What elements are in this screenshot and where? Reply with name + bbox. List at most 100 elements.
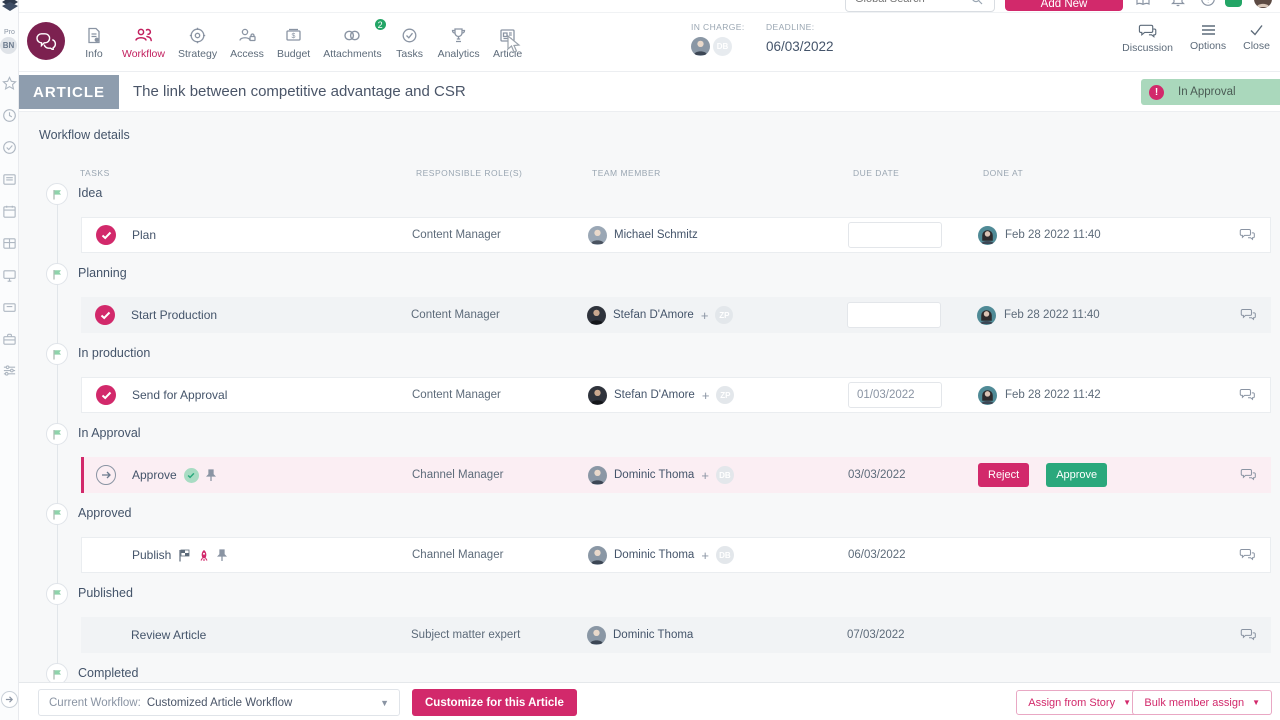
task-comments-icon[interactable] [1240, 468, 1257, 482]
add-member-icon[interactable]: + [701, 547, 709, 563]
clock-icon[interactable] [2, 108, 17, 123]
extra-member-badge[interactable]: DB [715, 546, 734, 564]
target-icon [189, 26, 206, 45]
reject-button[interactable]: Reject [978, 463, 1030, 487]
tab-article[interactable]: Article [491, 24, 525, 62]
due-date-value[interactable]: 06/03/2022 [848, 549, 906, 561]
task-comments-icon[interactable] [1239, 228, 1256, 242]
article-title-bar: ARTICLE The link between competitive adv… [19, 72, 1280, 112]
deadline-block: DEADLINE: 06/03/2022 [766, 22, 834, 54]
task-row[interactable]: Send for Approval Content Manager Stefan… [81, 377, 1271, 413]
member-name[interactable]: Michael Schmitz [614, 229, 698, 241]
briefcase-icon[interactable] [2, 332, 17, 347]
header-actions: Discussion Options Close [1122, 23, 1270, 54]
help-icon[interactable] [1200, 0, 1216, 7]
task-row-current[interactable]: Approve Channel Manager Dominic Thoma + … [81, 457, 1271, 493]
tab-analytics[interactable]: Analytics [436, 24, 482, 62]
in-charge-avatar[interactable] [691, 37, 710, 56]
member-name[interactable]: Dominic Thoma [613, 629, 694, 641]
col-done-at: DONE AT [983, 168, 1024, 178]
member-avatar[interactable] [588, 385, 607, 405]
task-row[interactable]: Plan Content Manager Michael Schmitz Feb… [81, 217, 1271, 253]
extra-member-badge[interactable]: DB [715, 466, 734, 484]
member-avatar[interactable] [588, 225, 607, 245]
support-chat-icon[interactable] [1225, 0, 1242, 7]
current-workflow-select[interactable]: Current Workflow: Customized Article Wor… [38, 689, 400, 716]
member-name[interactable]: Dominic Thoma [614, 549, 695, 561]
extra-member-badge[interactable]: ZP [715, 306, 734, 324]
task-row[interactable]: Publish Channel Manager Dominic Thoma + … [81, 537, 1271, 573]
close-button[interactable]: Close [1243, 23, 1270, 54]
tab-access[interactable]: Access [228, 24, 266, 62]
grid-icon[interactable] [2, 236, 17, 251]
newspaper-icon [499, 26, 516, 45]
user-avatar[interactable] [1254, 0, 1272, 8]
extra-member-badge[interactable]: ZP [716, 386, 735, 404]
rocket-icon [198, 549, 210, 562]
options-button[interactable]: Options [1190, 23, 1226, 54]
monitor-icon[interactable] [2, 268, 17, 283]
member-name[interactable]: Stefan D'Amore [613, 309, 694, 321]
tab-tasks[interactable]: Tasks [393, 24, 427, 62]
calendar-icon[interactable] [2, 204, 17, 219]
story-avatar-icon[interactable] [27, 22, 65, 60]
in-charge-label: IN CHARGE: [691, 22, 745, 32]
tab-workflow[interactable]: Workflow [120, 24, 167, 62]
approve-button[interactable]: Approve [1046, 463, 1108, 487]
sliders-icon[interactable] [2, 363, 17, 378]
options-label: Options [1189, 40, 1227, 52]
member-name[interactable]: Dominic Thoma [614, 469, 695, 481]
member-name[interactable]: Stefan D'Amore [614, 389, 695, 401]
due-date-input[interactable] [848, 382, 942, 408]
bell-icon[interactable] [1170, 0, 1186, 7]
task-comments-icon[interactable] [1240, 308, 1257, 322]
add-member-icon[interactable]: + [700, 307, 709, 323]
tab-label: Workflow [122, 48, 165, 60]
member-avatar[interactable] [587, 625, 606, 645]
panel-icon[interactable] [2, 300, 17, 315]
discussion-icon [1138, 23, 1157, 39]
due-date-value[interactable]: 07/03/2022 [847, 629, 905, 641]
workspace-badge[interactable]: BN [0, 37, 17, 54]
assign-from-story-button[interactable]: Assign from Story ▼ [1016, 690, 1143, 715]
member-avatar[interactable] [588, 465, 607, 485]
due-date-value[interactable]: 03/03/2022 [848, 469, 906, 481]
bulk-member-assign-button[interactable]: Bulk member assign ▼ [1132, 690, 1272, 715]
card-icon[interactable] [2, 172, 17, 187]
add-member-icon[interactable]: + [701, 387, 710, 403]
member-avatar[interactable] [588, 545, 607, 565]
tab-info[interactable]: Info [77, 24, 111, 62]
due-date-input[interactable] [848, 222, 942, 248]
add-new-button[interactable]: Add New [1005, 0, 1123, 11]
customize-article-button[interactable]: Customize for this Article [412, 689, 577, 716]
tab-strategy[interactable]: Strategy [176, 24, 219, 62]
check-circle-icon[interactable] [2, 140, 17, 155]
global-topbar: Add New [19, 0, 1280, 13]
global-search-input[interactable] [845, 0, 995, 12]
deadline-value[interactable]: 06/03/2022 [766, 39, 834, 54]
task-comments-icon[interactable] [1239, 388, 1256, 402]
star-icon[interactable] [2, 76, 17, 91]
member-avatar[interactable] [587, 305, 606, 325]
article-title[interactable]: The link between competitive advantage a… [133, 83, 466, 100]
due-date-input[interactable] [847, 302, 941, 328]
pin-icon [205, 468, 216, 482]
close-label: Close [1243, 40, 1270, 52]
tab-budget[interactable]: $ Budget [275, 24, 312, 62]
check-icon [1249, 23, 1264, 37]
task-comments-icon[interactable] [1240, 628, 1257, 642]
status-badge[interactable]: ! In Approval [1141, 79, 1280, 105]
stage-name: Idea [78, 186, 103, 200]
add-member-icon[interactable]: + [701, 467, 709, 483]
task-comments-icon[interactable] [1239, 548, 1256, 562]
in-charge-extra-badge[interactable]: DB [713, 37, 732, 56]
tab-attachments[interactable]: 2 Attachments [321, 17, 388, 62]
discussion-button[interactable]: Discussion [1122, 23, 1173, 54]
task-row[interactable]: Start Production Content Manager Stefan … [81, 297, 1271, 333]
task-row[interactable]: Review Article Subject matter expert Dom… [81, 617, 1271, 653]
workflow-people-icon [134, 26, 153, 45]
file-info-icon [86, 26, 102, 45]
collapse-arrow-icon[interactable] [1, 691, 18, 708]
article-tabs: Info Workflow Strategy Access [77, 17, 525, 62]
book-icon[interactable] [1135, 0, 1151, 7]
